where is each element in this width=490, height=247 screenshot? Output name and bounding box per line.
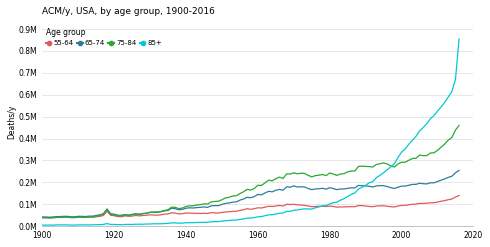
85+ [136,223,142,226]
55-64 [154,214,160,217]
85+ [226,219,232,222]
85+ [456,38,462,41]
Legend: 55-64, 65-74, 75-84, 85+: 55-64, 65-74, 75-84, 85+ [46,28,162,46]
85+ [119,223,124,226]
65-74 [431,181,437,184]
Line: 55-64: 55-64 [42,196,459,218]
55-64 [431,201,437,204]
55-64 [122,214,128,217]
Line: 85+: 85+ [42,39,459,225]
75-84 [122,214,128,217]
65-74 [122,213,128,216]
55-64 [129,215,135,218]
85+ [427,117,433,120]
85+ [39,224,45,226]
55-64 [39,216,45,219]
75-84 [154,210,160,213]
75-84 [140,212,146,215]
55-64 [140,214,146,217]
Text: ACM/y, USA, by age group, 1900-2016: ACM/y, USA, by age group, 1900-2016 [42,7,215,16]
85+ [151,222,157,225]
75-84 [230,194,236,197]
85+ [125,223,131,226]
65-74 [39,216,45,219]
75-84 [129,213,135,216]
75-84 [47,217,52,220]
Y-axis label: Deaths/y: Deaths/y [7,105,16,139]
Line: 65-74: 65-74 [42,170,459,217]
55-64 [47,216,52,219]
65-74 [230,201,236,204]
65-74 [140,212,146,215]
65-74 [154,211,160,214]
75-84 [39,216,45,219]
55-64 [456,194,462,197]
75-84 [456,124,462,127]
65-74 [47,216,52,219]
65-74 [129,213,135,216]
Line: 75-84: 75-84 [42,125,459,218]
65-74 [456,169,462,172]
55-64 [230,210,236,213]
75-84 [431,151,437,154]
